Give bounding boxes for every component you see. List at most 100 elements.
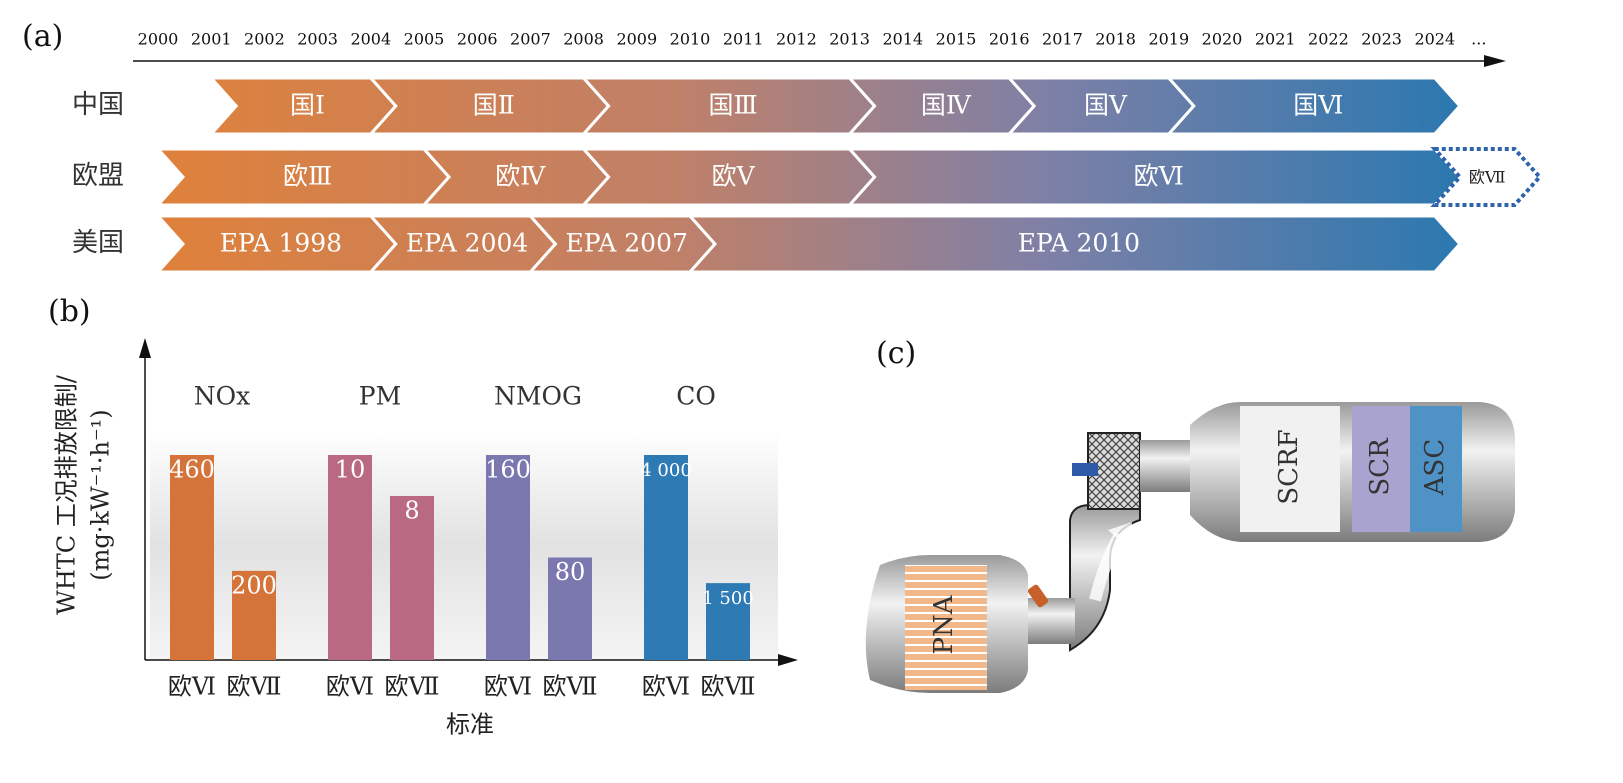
scrf-brick — [1240, 406, 1340, 532]
year-label: 2021 — [1255, 30, 1296, 49]
stage-arrow — [1165, 76, 1462, 136]
pipe — [1140, 440, 1190, 492]
stage-label: 国Ⅵ — [1293, 91, 1343, 120]
scr-brick — [1352, 406, 1410, 532]
year-label: 2010 — [670, 30, 711, 49]
injector — [1072, 463, 1098, 476]
stage-label: EPA 1998 — [220, 229, 342, 258]
year-label: 2020 — [1202, 30, 1243, 49]
value-label: 8 — [404, 497, 419, 525]
year-label: 2015 — [936, 30, 977, 49]
year-label: 2016 — [989, 30, 1030, 49]
axis-arrow — [1484, 55, 1506, 67]
year-label: 2001 — [191, 30, 232, 49]
stage-arrow — [1430, 147, 1543, 207]
year-label: 2023 — [1361, 30, 1402, 49]
asc-brick — [1410, 406, 1462, 532]
stage-label: 欧Ⅴ — [712, 162, 756, 191]
year-more: ... — [1471, 30, 1486, 49]
stage-label: 欧Ⅵ — [1134, 162, 1184, 191]
component-label: PNA — [929, 594, 959, 654]
stage-label: 国Ⅴ — [1084, 91, 1128, 120]
category-label: 欧Ⅶ — [227, 673, 282, 701]
flow-arrow — [1089, 531, 1126, 602]
category-label: 欧Ⅵ — [326, 673, 374, 701]
component-label: SCRF — [1274, 429, 1304, 504]
category-label: 欧Ⅵ — [642, 673, 690, 701]
year-label: 2008 — [563, 30, 604, 49]
year-label: 2006 — [457, 30, 498, 49]
row-label: 欧盟 — [72, 161, 124, 191]
year-label: 2007 — [510, 30, 551, 49]
stage-label: 欧Ⅳ — [495, 162, 546, 191]
value-label: 460 — [169, 456, 215, 484]
value-label: 4 000 — [640, 460, 692, 481]
stage-label: 国Ⅲ — [709, 91, 758, 120]
row-label: 美国 — [72, 228, 124, 258]
stage-label: EPA 2010 — [1018, 229, 1140, 258]
sensor — [1027, 584, 1049, 608]
year-label: 2005 — [404, 30, 445, 49]
value-label: 80 — [555, 558, 586, 586]
year-label: 2024 — [1414, 30, 1455, 49]
group-label: PM — [359, 382, 401, 411]
stage-label: 国Ⅱ — [473, 91, 515, 120]
panel-a: (a) 2000 2001 2002 2003 2004 2005 2006 2007 2008… — [22, 19, 1543, 274]
bar — [328, 455, 372, 660]
panel-label: (b) — [48, 294, 91, 329]
year-label: 2013 — [829, 30, 870, 49]
value-label: 10 — [335, 456, 366, 484]
category-label: 欧Ⅵ — [168, 673, 216, 701]
group-label: NOx — [194, 382, 250, 411]
row-label: 中国 — [72, 90, 124, 120]
year-label: 2002 — [244, 30, 285, 49]
category-label: 欧Ⅶ — [701, 673, 756, 701]
stage-label: 欧Ⅲ — [283, 162, 332, 191]
panel-c: (c) PNA SCRF SCR ASC — [865, 336, 1515, 693]
year-label: 2019 — [1148, 30, 1189, 49]
bar — [548, 557, 592, 660]
year-label: 2011 — [723, 30, 764, 49]
flow-arrow-head — [1108, 522, 1132, 548]
value-label: 1 500 — [702, 588, 754, 609]
panel-label: (a) — [22, 19, 63, 54]
value-label: 200 — [231, 571, 277, 599]
category-label: 欧Ⅶ — [385, 673, 440, 701]
group-label: CO — [676, 382, 716, 411]
year-label: 2000 — [138, 30, 179, 49]
year-label: 2009 — [616, 30, 657, 49]
bar — [390, 496, 434, 660]
category-label: 欧Ⅵ — [484, 673, 532, 701]
bar — [644, 455, 688, 660]
bar — [706, 583, 750, 660]
stage-label: 国Ⅰ — [290, 91, 325, 120]
year-label: 2017 — [1042, 30, 1083, 49]
stage-label: EPA 2007 — [565, 229, 687, 258]
pna-brick — [905, 565, 987, 690]
year-label: 2012 — [776, 30, 817, 49]
year-label: 2018 — [1095, 30, 1136, 49]
stage-label: 欧Ⅶ — [1469, 168, 1506, 187]
y-axis-label: (mg·kW⁻¹·h⁻¹) — [87, 409, 115, 580]
category-label: 欧Ⅶ — [543, 673, 598, 701]
year-label: 2004 — [350, 30, 391, 49]
stage-arrow — [686, 214, 1462, 274]
year-label: 2022 — [1308, 30, 1349, 49]
year-label: 2003 — [297, 30, 338, 49]
group-label: NMOG — [494, 382, 582, 411]
value-label: 160 — [485, 456, 531, 484]
stage-label: EPA 2004 — [406, 229, 528, 258]
year-label: 2014 — [882, 30, 923, 49]
axis-arrow — [778, 654, 798, 666]
stage-label: 国Ⅳ — [921, 91, 972, 120]
bar — [486, 455, 530, 660]
x-axis-label: 标准 — [446, 711, 494, 739]
axis-arrow — [139, 338, 151, 358]
panel-b: (b) WHTC 工况排放限制/ (mg·kW⁻¹·h⁻¹) 标准 NOx 460… — [48, 294, 798, 739]
component-label: ASC — [1420, 439, 1450, 496]
panel-label: (c) — [876, 336, 916, 371]
bar — [170, 455, 214, 660]
y-axis-label: WHTC 工况排放限制/ — [53, 374, 81, 615]
bar — [232, 570, 276, 660]
